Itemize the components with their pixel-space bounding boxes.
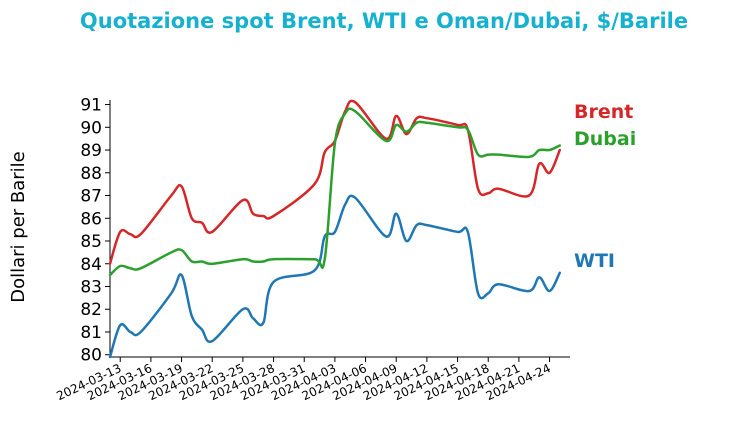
y-tick-label: 86	[80, 209, 102, 229]
y-tick-label: 85	[80, 232, 102, 252]
y-tick-label: 84	[80, 255, 102, 275]
y-tick-label: 88	[80, 164, 102, 184]
y-axis-label: Dollari per Barile	[8, 151, 29, 303]
y-tick-label: 83	[80, 277, 102, 297]
series-line-brent	[108, 99, 562, 266]
y-tick-label: 87	[80, 187, 102, 207]
y-tick-label: 80	[80, 346, 102, 366]
y-tick-label: 82	[80, 300, 102, 320]
series-lines	[108, 99, 562, 359]
series-label-wti: WTI	[574, 250, 615, 272]
series-line-wti	[108, 194, 562, 359]
y-tick-label: 90	[80, 118, 102, 138]
y-tick-label: 91	[80, 96, 102, 116]
x-axis: 2024-03-132024-03-162024-03-192024-03-22…	[54, 356, 570, 403]
chart-title: Quotazione spot Brent, WTI e Oman/Dubai,…	[80, 9, 688, 33]
y-tick-label: 81	[80, 323, 102, 343]
series-label-brent: Brent	[574, 101, 633, 123]
series-line-dubai	[108, 107, 562, 277]
y-tick-label: 89	[80, 141, 102, 161]
series-label-dubai: Dubai	[574, 128, 636, 150]
series-labels: Brent WTI Dubai	[574, 101, 636, 272]
